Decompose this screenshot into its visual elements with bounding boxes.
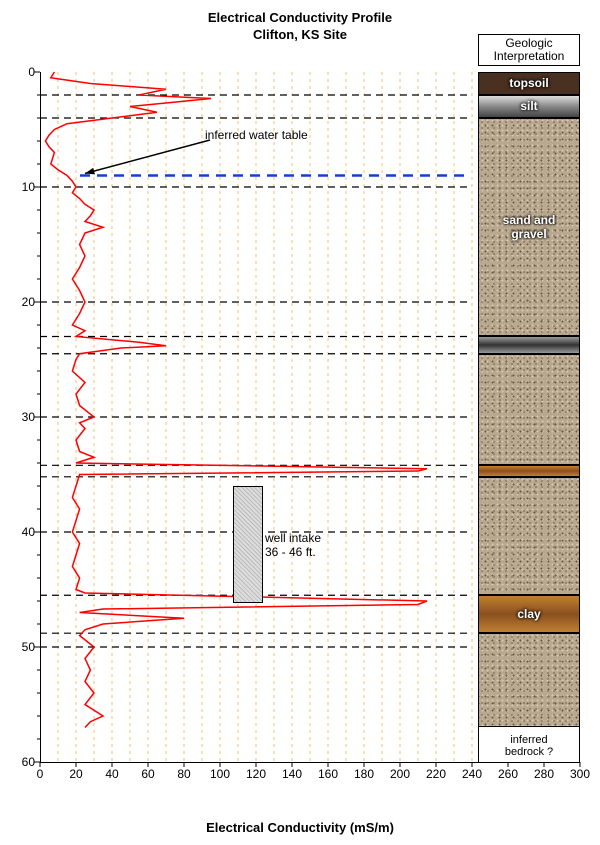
- well-intake-box: [233, 486, 263, 603]
- y-tick: 30: [22, 410, 35, 424]
- y-tick: 50: [22, 640, 35, 654]
- well-intake-label: well intake 36 - 46 ft.: [265, 531, 321, 559]
- x-tick: 120: [246, 767, 266, 781]
- y-tick: 60: [22, 755, 35, 769]
- chart: Geologic Interpretation topsoilsiltsand …: [10, 52, 590, 792]
- x-tick: 100: [210, 767, 230, 781]
- y-tick: 10: [22, 180, 35, 194]
- strat-layer-clay: clay: [479, 595, 579, 633]
- x-tick: 260: [498, 767, 518, 781]
- x-axis-label: Electrical Conductivity (mS/m): [10, 820, 590, 835]
- bedrock-label: inferredbedrock ?: [479, 734, 579, 758]
- x-tick: 20: [69, 767, 82, 781]
- strat-layer-clay: [479, 465, 579, 477]
- strat-layer-gravel: sand andgravel: [479, 118, 579, 337]
- strat-layer-topsoil: topsoil: [479, 72, 579, 95]
- strat-layer-gravel: [479, 477, 579, 595]
- legend-l2: Interpretation: [494, 49, 565, 63]
- x-tick: 180: [354, 767, 374, 781]
- x-tick: 0: [37, 767, 44, 781]
- well-l1: well intake: [265, 531, 321, 545]
- x-tick: 280: [534, 767, 554, 781]
- y-tick: 40: [22, 525, 35, 539]
- x-tick: 80: [177, 767, 190, 781]
- x-tick: 200: [390, 767, 410, 781]
- x-tick: 240: [462, 767, 482, 781]
- legend-l1: Geologic: [505, 36, 552, 50]
- strat-layer-gravel: [479, 633, 579, 727]
- x-tick: 220: [426, 767, 446, 781]
- strat-layer-dark-band: [479, 336, 579, 353]
- legend-box: Geologic Interpretation: [478, 34, 580, 66]
- title-line-2: Clifton, KS Site: [253, 27, 347, 42]
- title-line-1: Electrical Conductivity Profile: [208, 10, 392, 25]
- strat-layer-silt: silt: [479, 95, 579, 118]
- x-tick: 160: [318, 767, 338, 781]
- well-l2: 36 - 46 ft.: [265, 545, 316, 559]
- water-table-annotation: inferred water table: [205, 128, 308, 142]
- y-tick: 20: [22, 295, 35, 309]
- x-tick: 40: [105, 767, 118, 781]
- y-tick: 0: [28, 65, 35, 79]
- strat-layer-gravel: [479, 354, 579, 466]
- x-tick: 60: [141, 767, 154, 781]
- strat-column: topsoilsiltsand andgravel clay inferredbed…: [478, 72, 580, 762]
- x-tick: 140: [282, 767, 302, 781]
- x-tick: 300: [570, 767, 590, 781]
